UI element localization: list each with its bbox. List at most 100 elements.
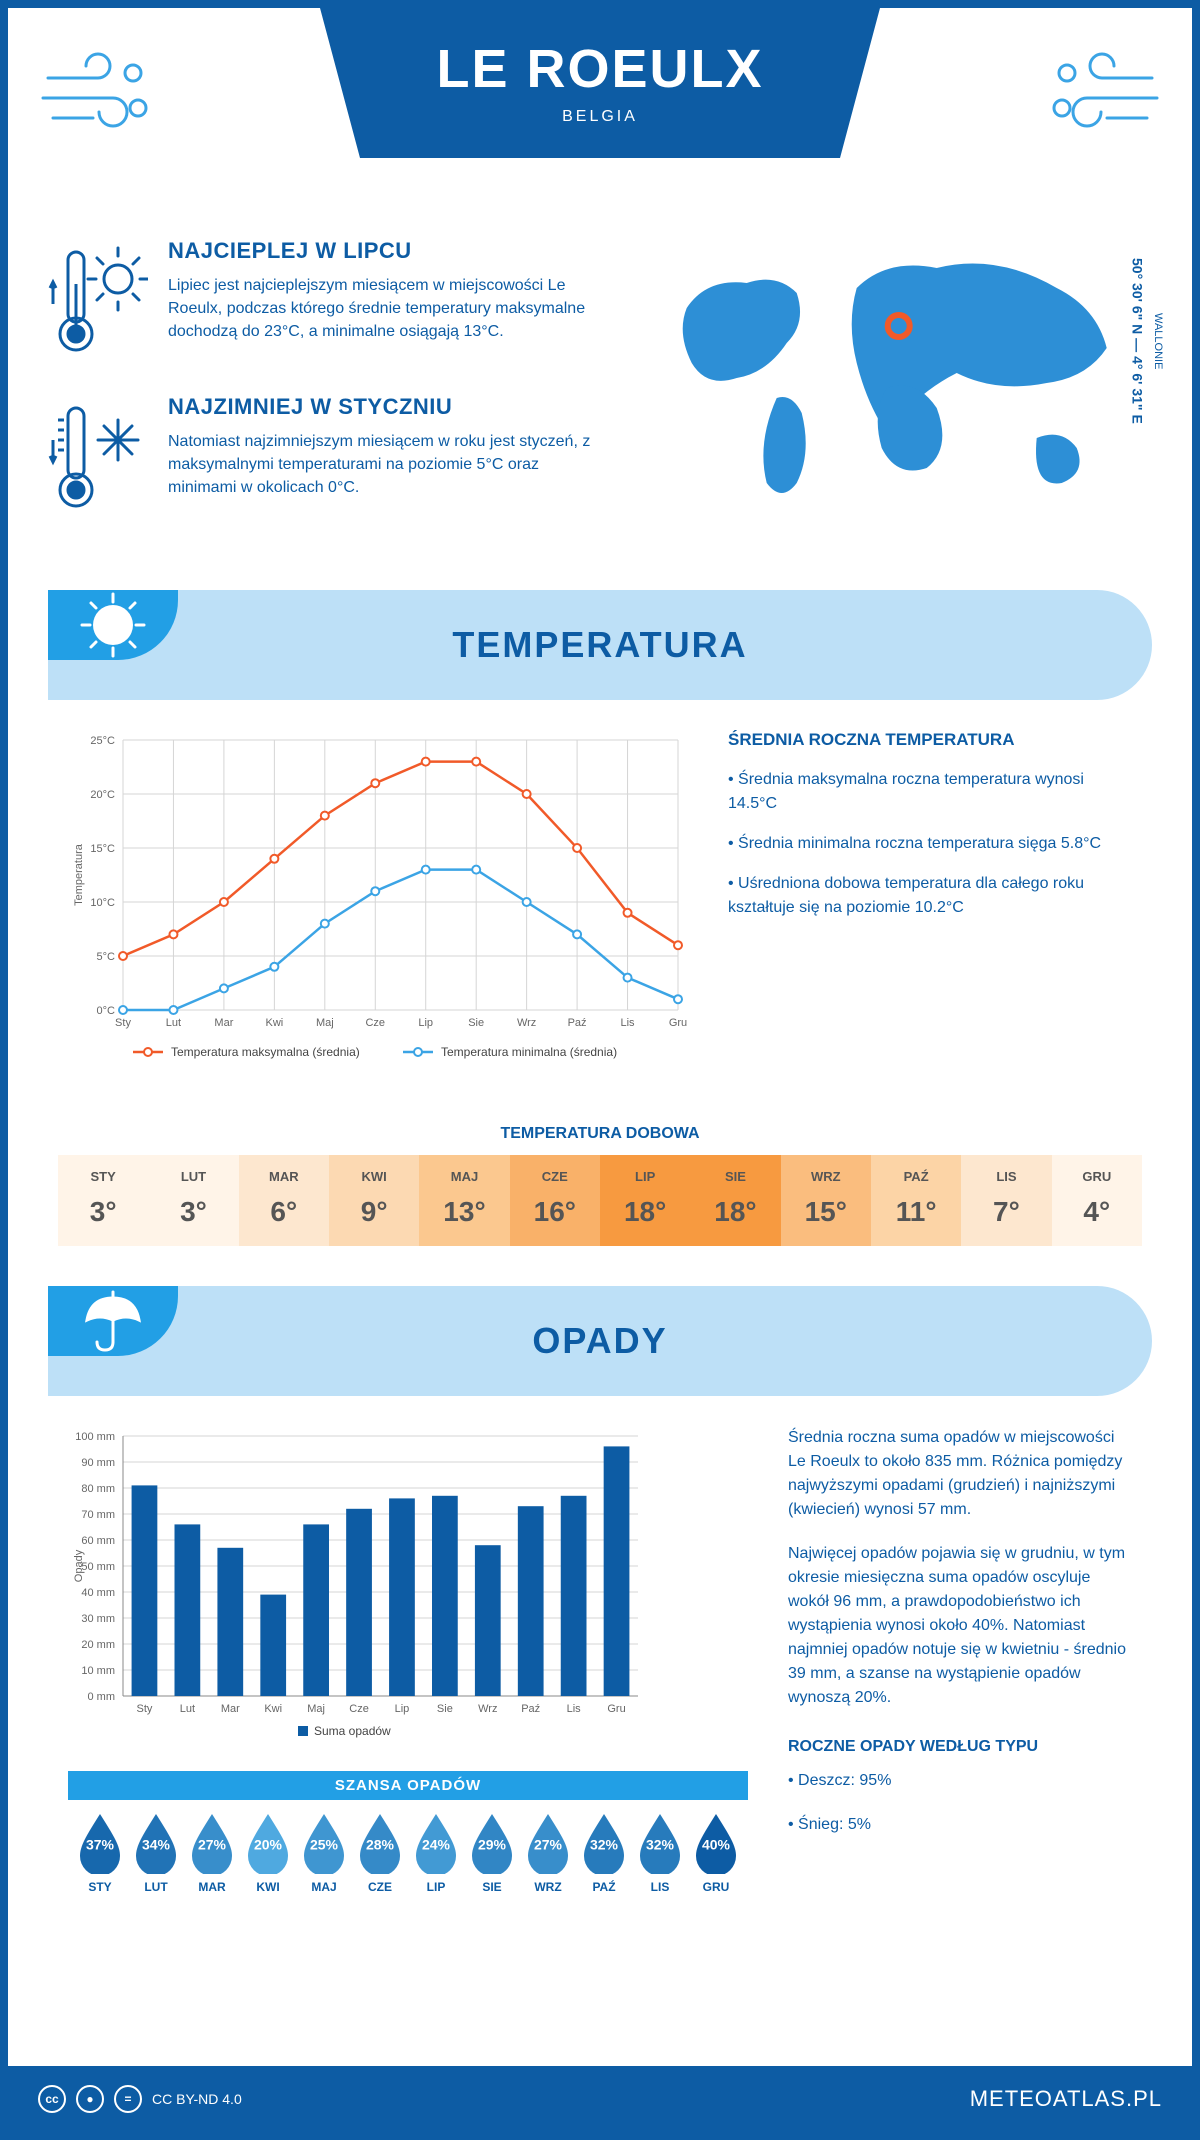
temperature-chart: 0°C 5°C 10°C 15°C 20°C 25°C Sty Lut Mar Kwi Maj Cze… <box>68 730 688 1075</box>
section-precip: OPADY <box>48 1286 1152 1396</box>
svg-text:Temperatura minimalna (średnia: Temperatura minimalna (średnia) <box>441 1045 617 1059</box>
thermometer-sun-icon <box>48 238 148 364</box>
city-name: LE ROEULX <box>360 38 840 100</box>
chance-drop: 32%PAŹ <box>576 1810 632 1894</box>
sun-icon <box>48 590 178 660</box>
temperature-stats: ŚREDNIA ROCZNA TEMPERATURA • Średnia mak… <box>728 730 1132 1075</box>
section-temperature-title: TEMPERATURA <box>452 624 747 666</box>
svg-text:Suma opadów: Suma opadów <box>314 1724 391 1738</box>
precip-chart: 0 mm 10 mm 20 mm 30 mm 40 mm 50 mm 60 mm 70 mm 8… <box>68 1426 748 1894</box>
daily-temp-cell: STY3° <box>58 1155 148 1246</box>
fact-warmest-title: NAJCIEPLEJ W LIPCU <box>168 238 611 264</box>
svg-text:Gru: Gru <box>669 1017 687 1029</box>
svg-text:25°C: 25°C <box>90 735 115 747</box>
chance-drop: 24%LIP <box>408 1810 464 1894</box>
daily-temp-cell: MAJ13° <box>419 1155 509 1246</box>
svg-text:Lip: Lip <box>395 1703 410 1715</box>
country-name: BELGIA <box>360 108 840 126</box>
chance-drop: 20%KWI <box>240 1810 296 1894</box>
svg-text:Cze: Cze <box>349 1703 369 1715</box>
svg-text:90 mm: 90 mm <box>81 1457 115 1469</box>
fact-coldest-text: Natomiast najzimniejszym miesiącem w rok… <box>168 430 611 500</box>
svg-text:Opady: Opady <box>73 1549 85 1582</box>
daily-temp-cell: LUT3° <box>148 1155 238 1246</box>
title-banner: LE ROEULX BELGIA <box>360 8 840 158</box>
svg-text:Maj: Maj <box>307 1703 325 1715</box>
by-icon: ● <box>76 2085 104 2113</box>
chance-drop: 37%STY <box>72 1810 128 1894</box>
svg-text:Mar: Mar <box>221 1703 240 1715</box>
header: LE ROEULX BELGIA <box>8 8 1192 218</box>
thermometer-snow-icon <box>48 394 148 520</box>
daily-temp-cell: PAŹ11° <box>871 1155 961 1246</box>
svg-text:Kwi: Kwi <box>265 1017 283 1029</box>
svg-text:Mar: Mar <box>214 1017 233 1029</box>
svg-text:Cze: Cze <box>365 1017 385 1029</box>
svg-text:Lip: Lip <box>418 1017 433 1029</box>
svg-text:Lut: Lut <box>180 1703 195 1715</box>
svg-text:Paź: Paź <box>568 1017 587 1029</box>
svg-text:Sie: Sie <box>437 1703 453 1715</box>
svg-text:Sty: Sty <box>137 1703 153 1715</box>
footer: cc ● = CC BY-ND 4.0 METEOATLAS.PL <box>8 2066 1192 2132</box>
svg-text:70 mm: 70 mm <box>81 1509 115 1521</box>
svg-text:Gru: Gru <box>607 1703 625 1715</box>
svg-text:Maj: Maj <box>316 1017 334 1029</box>
svg-text:80 mm: 80 mm <box>81 1483 115 1495</box>
wind-icon-left <box>38 48 158 138</box>
svg-text:Wrz: Wrz <box>517 1017 536 1029</box>
site-name: METEOATLAS.PL <box>970 2086 1162 2112</box>
svg-text:Wrz: Wrz <box>478 1703 497 1715</box>
svg-text:20 mm: 20 mm <box>81 1639 115 1651</box>
license-text: CC BY-ND 4.0 <box>152 2091 242 2107</box>
svg-text:5°C: 5°C <box>97 951 116 963</box>
svg-text:Lut: Lut <box>166 1017 181 1029</box>
nd-icon: = <box>114 2085 142 2113</box>
fact-warmest: NAJCIEPLEJ W LIPCU Lipiec jest najcieple… <box>48 238 611 364</box>
svg-text:30 mm: 30 mm <box>81 1613 115 1625</box>
svg-text:Paź: Paź <box>521 1703 540 1715</box>
svg-text:50 mm: 50 mm <box>81 1561 115 1573</box>
precip-stats: Średnia roczna suma opadów w miejscowośc… <box>788 1426 1132 1894</box>
chance-drop: 28%CZE <box>352 1810 408 1894</box>
daily-temp-cell: WRZ15° <box>781 1155 871 1246</box>
section-precip-title: OPADY <box>532 1320 667 1362</box>
chance-drop: 40%GRU <box>688 1810 744 1894</box>
svg-text:10°C: 10°C <box>90 897 115 909</box>
daily-temp-cell: LIP18° <box>600 1155 690 1246</box>
daily-temp-cell: LIS7° <box>961 1155 1051 1246</box>
svg-text:20°C: 20°C <box>90 789 115 801</box>
umbrella-icon <box>48 1286 178 1356</box>
svg-text:40 mm: 40 mm <box>81 1587 115 1599</box>
fact-warmest-text: Lipiec jest najcieplejszym miesiącem w m… <box>168 274 611 344</box>
svg-text:100 mm: 100 mm <box>75 1431 115 1443</box>
svg-text:0 mm: 0 mm <box>88 1691 116 1703</box>
daily-temp-cell: GRU4° <box>1052 1155 1142 1246</box>
chance-drop: 32%LIS <box>632 1810 688 1894</box>
chance-drop: 27%WRZ <box>520 1810 576 1894</box>
world-map <box>641 238 1152 518</box>
svg-text:Sie: Sie <box>468 1017 484 1029</box>
svg-text:Lis: Lis <box>621 1017 636 1029</box>
svg-text:15°C: 15°C <box>90 843 115 855</box>
daily-temp-cell: CZE16° <box>510 1155 600 1246</box>
daily-temp-title: TEMPERATURA DOBOWA <box>8 1125 1192 1143</box>
daily-temp-cell: MAR6° <box>239 1155 329 1246</box>
wind-icon-right <box>1042 48 1162 138</box>
chance-strip: 37%STY34%LUT27%MAR20%KWI25%MAJ28%CZE24%L… <box>68 1810 748 1894</box>
svg-text:Kwi: Kwi <box>264 1703 282 1715</box>
fact-coldest-title: NAJZIMNIEJ W STYCZNIU <box>168 394 611 420</box>
svg-text:60 mm: 60 mm <box>81 1535 115 1547</box>
chance-drop: 34%LUT <box>128 1810 184 1894</box>
chance-drop: 27%MAR <box>184 1810 240 1894</box>
section-temperature: TEMPERATURA <box>48 590 1152 700</box>
chance-title: SZANSA OPADÓW <box>68 1771 748 1800</box>
chance-drop: 29%SIE <box>464 1810 520 1894</box>
svg-text:0°C: 0°C <box>97 1005 116 1017</box>
cc-icon: cc <box>38 2085 66 2113</box>
svg-text:Temperatura: Temperatura <box>73 843 85 906</box>
svg-text:10 mm: 10 mm <box>81 1665 115 1677</box>
daily-temp-cell: SIE18° <box>690 1155 780 1246</box>
svg-text:Lis: Lis <box>567 1703 582 1715</box>
svg-text:Sty: Sty <box>115 1017 131 1029</box>
